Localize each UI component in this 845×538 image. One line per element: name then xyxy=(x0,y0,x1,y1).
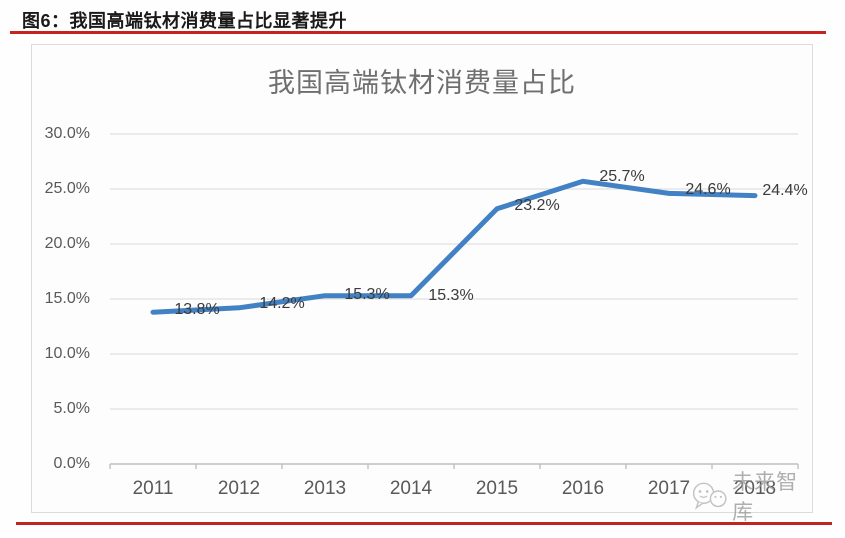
top-red-rule xyxy=(10,31,826,34)
x-tick-label: 2011 xyxy=(132,478,174,499)
data-point-label: 25.7% xyxy=(599,168,645,186)
x-tick-label: 2012 xyxy=(217,478,261,499)
x-tick-label: 2014 xyxy=(389,478,433,499)
bottom-red-rule xyxy=(16,522,832,525)
y-tick-label: 5.0% xyxy=(53,400,90,417)
x-tick-label: 2017 xyxy=(647,478,691,499)
chart-title: 我国高端钛材消费量占比 xyxy=(268,68,576,98)
x-tick-label: 2018 xyxy=(733,478,777,499)
line-chart-plot xyxy=(109,133,799,469)
y-tick-label: 0.0% xyxy=(53,455,90,472)
data-point-label: 24.4% xyxy=(762,181,808,199)
data-point-label: 14.2% xyxy=(259,294,305,312)
figure-caption: 图6：我国高端钛材消费量占比显著提升 xyxy=(22,11,348,31)
x-tick-label: 2013 xyxy=(303,478,347,499)
x-tick-label: 2016 xyxy=(561,478,605,499)
chart-container: 我国高端钛材消费量占比 30.0% 25.0% 20.0% 15.0% 10.0% 5.0… xyxy=(31,44,813,524)
y-tick-label: 25.0% xyxy=(44,180,90,197)
data-point-label: 15.3% xyxy=(344,285,390,303)
y-tick-label: 30.0% xyxy=(44,125,90,142)
y-tick-label: 15.0% xyxy=(44,290,90,307)
x-tick-label: 2015 xyxy=(475,478,519,499)
data-point-label: 15.3% xyxy=(428,286,474,304)
data-point-label: 23.2% xyxy=(514,196,560,214)
y-tick-label: 10.0% xyxy=(44,345,90,362)
data-point-label: 24.6% xyxy=(685,181,731,199)
series-line xyxy=(150,178,758,315)
y-tick-label: 20.0% xyxy=(44,235,90,252)
data-point-label: 13.8% xyxy=(174,301,220,319)
